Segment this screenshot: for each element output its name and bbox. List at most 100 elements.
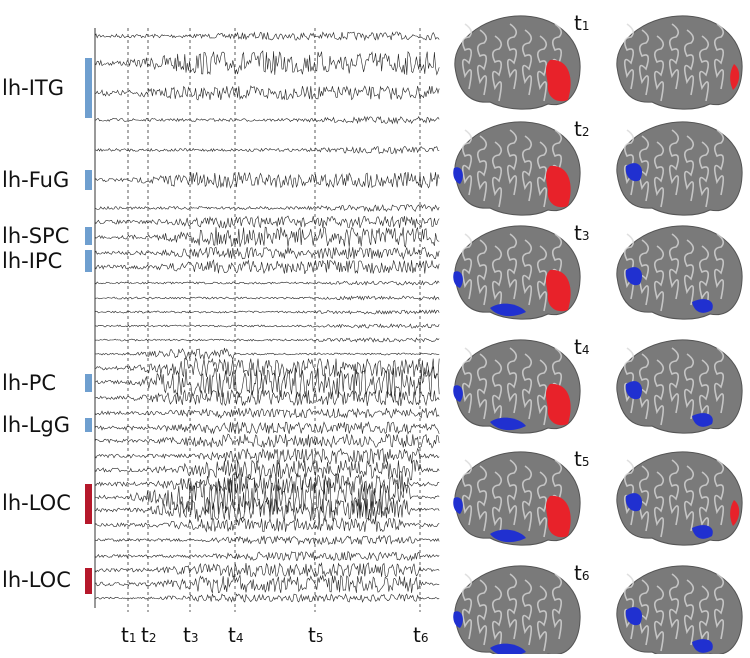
gyrus bbox=[476, 353, 488, 420]
activation-blue bbox=[625, 267, 643, 286]
gyrus bbox=[521, 29, 533, 96]
region-label: lh-SPC bbox=[2, 224, 69, 248]
gyrus bbox=[668, 23, 680, 90]
gyrus bbox=[653, 359, 665, 426]
trace bbox=[94, 550, 440, 562]
gyrus bbox=[506, 233, 518, 300]
trace bbox=[94, 407, 440, 419]
gyrus bbox=[698, 245, 710, 312]
region-label: lh-IPC bbox=[2, 249, 62, 273]
gyrus bbox=[623, 23, 635, 90]
gyrus bbox=[668, 233, 680, 300]
activation-blue bbox=[692, 299, 713, 313]
activation-blue bbox=[692, 525, 713, 539]
gyrus bbox=[668, 129, 680, 196]
brain bbox=[453, 121, 581, 216]
gyrus bbox=[476, 29, 488, 96]
gyrus bbox=[638, 353, 650, 420]
brain bbox=[454, 15, 581, 110]
gyrus bbox=[653, 471, 665, 538]
gyrus bbox=[623, 233, 635, 300]
time-label: t4 bbox=[228, 623, 243, 647]
activation-blue bbox=[490, 643, 526, 657]
gyrus bbox=[491, 141, 503, 208]
gyrus bbox=[461, 129, 473, 196]
gyrus bbox=[713, 233, 725, 300]
gyrus bbox=[521, 465, 533, 532]
region-bar bbox=[85, 568, 92, 594]
trace bbox=[95, 146, 440, 155]
trace bbox=[94, 226, 440, 248]
gyrus bbox=[653, 585, 665, 652]
activation-blue bbox=[625, 607, 643, 626]
trace bbox=[94, 472, 440, 496]
trace bbox=[94, 337, 440, 343]
gyrus bbox=[536, 585, 548, 652]
gyrus bbox=[461, 459, 473, 526]
gyrus bbox=[623, 129, 635, 196]
gyrus bbox=[668, 347, 680, 414]
region-bar bbox=[85, 58, 92, 118]
gyrus bbox=[521, 239, 533, 306]
activation-blue bbox=[453, 167, 463, 184]
gyrus bbox=[461, 233, 473, 300]
activation-blue bbox=[453, 611, 463, 628]
brain bbox=[616, 15, 743, 110]
trace bbox=[94, 347, 440, 361]
gyrus bbox=[713, 347, 725, 414]
gyrus bbox=[638, 465, 650, 532]
region-label: lh-LgG bbox=[2, 413, 70, 437]
brain bbox=[616, 339, 743, 434]
gyrus bbox=[476, 135, 488, 202]
region-label: lh-ITG bbox=[2, 76, 64, 100]
trace bbox=[94, 459, 440, 481]
activation-red bbox=[546, 495, 571, 538]
gyrus bbox=[638, 239, 650, 306]
trace bbox=[94, 534, 440, 546]
trace bbox=[94, 215, 440, 229]
region-bar bbox=[85, 418, 92, 432]
gyrus bbox=[683, 465, 695, 532]
activation-blue bbox=[625, 163, 643, 182]
gyrus bbox=[461, 573, 473, 640]
trace bbox=[94, 496, 440, 522]
gyrus bbox=[653, 245, 665, 312]
gyrus bbox=[536, 141, 548, 208]
eeg-traces bbox=[94, 31, 440, 603]
gyrus bbox=[491, 35, 503, 102]
brain bbox=[453, 451, 581, 546]
region-label: lh-LOC bbox=[2, 491, 71, 515]
trace bbox=[94, 115, 440, 125]
time-label: t2 bbox=[141, 623, 156, 647]
brain bbox=[616, 121, 743, 216]
time-label: t5 bbox=[308, 623, 323, 647]
panel-label: t2 bbox=[574, 117, 589, 141]
trace bbox=[94, 562, 440, 578]
brain-panels: t1 t2 t3 t4 t5 t6 bbox=[453, 11, 743, 658]
panel-label: t6 bbox=[574, 561, 589, 585]
region-bar bbox=[85, 170, 92, 190]
gyrus bbox=[698, 141, 710, 208]
gyrus bbox=[638, 135, 650, 202]
region-bar bbox=[85, 374, 92, 392]
activation-blue bbox=[625, 381, 643, 400]
gyrus bbox=[683, 29, 695, 96]
activation-blue bbox=[453, 497, 463, 514]
gyrus bbox=[506, 23, 518, 90]
gyrus bbox=[461, 23, 473, 90]
activation-red bbox=[730, 64, 740, 90]
gyrus bbox=[476, 579, 488, 646]
activation-blue bbox=[490, 529, 526, 543]
activation-red bbox=[546, 269, 571, 312]
activation-red bbox=[546, 383, 571, 426]
panel-label: t3 bbox=[574, 221, 589, 245]
trace bbox=[94, 259, 440, 275]
brain bbox=[616, 225, 743, 320]
gyrus bbox=[713, 129, 725, 196]
gyrus bbox=[521, 353, 533, 420]
brain bbox=[616, 451, 743, 546]
gyrus bbox=[698, 585, 710, 652]
trace bbox=[94, 204, 440, 213]
